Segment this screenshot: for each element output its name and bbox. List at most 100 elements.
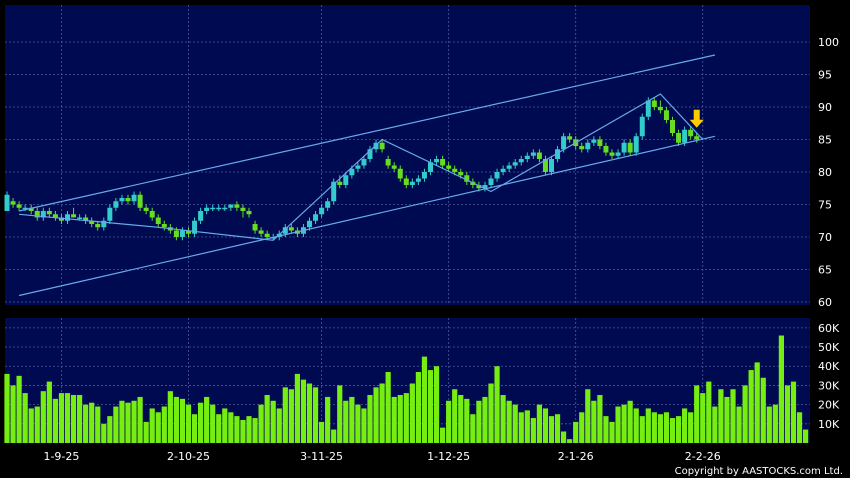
candle-body	[482, 185, 488, 189]
volume-bar	[663, 412, 670, 443]
candle-body	[246, 211, 252, 215]
volume-bar	[518, 412, 524, 443]
candle-body	[34, 211, 40, 218]
volume-bar	[784, 385, 791, 443]
candle-body	[58, 217, 64, 221]
price-tick-label: 90	[818, 101, 832, 114]
volume-bar	[52, 398, 58, 443]
volume-bar	[675, 416, 682, 443]
candle-body	[71, 214, 77, 218]
candle-body	[125, 198, 131, 202]
candle-body	[361, 159, 367, 166]
volume-bar	[803, 429, 809, 443]
volume-bar	[597, 395, 603, 443]
date-tick-label: 1-12-25	[427, 450, 470, 463]
volume-bar	[288, 389, 294, 443]
price-tick-label: 60	[818, 296, 832, 309]
volume-bar	[258, 404, 264, 443]
volume-bar	[476, 400, 482, 443]
candle-body	[633, 136, 639, 153]
volume-bar	[107, 416, 113, 443]
volume-bar	[373, 387, 379, 443]
date-tick-label: 2-2-26	[685, 450, 721, 463]
volume-bar	[488, 383, 494, 443]
candle-body	[391, 165, 397, 169]
candle-body	[264, 233, 270, 237]
candle-body	[179, 230, 185, 237]
volume-bar	[657, 414, 663, 443]
candle-body	[216, 207, 222, 210]
volume-bar	[536, 404, 542, 443]
volume-bar	[433, 366, 440, 443]
volume-bar	[409, 383, 415, 443]
volume-bar	[349, 396, 355, 443]
volume-bar	[70, 395, 77, 443]
volume-bar	[379, 383, 385, 443]
volume-bar	[778, 335, 784, 443]
date-tick-label: 2-10-25	[167, 450, 210, 463]
candle-body	[415, 178, 421, 182]
candle-body	[500, 168, 506, 172]
volume-bar	[579, 412, 585, 443]
candle-body	[28, 207, 34, 211]
candle-body	[367, 149, 373, 159]
volume-bar	[319, 421, 325, 443]
volume-tick-label: 60K	[818, 322, 840, 335]
volume-bar	[397, 395, 403, 443]
volume-tick-label: 40K	[818, 360, 840, 373]
volume-bar	[179, 398, 186, 443]
volume-bar	[355, 404, 361, 443]
volume-bar	[294, 373, 300, 443]
volume-bar	[742, 385, 748, 443]
volume-bar	[694, 385, 700, 443]
candle-body	[555, 149, 561, 159]
volume-bar	[191, 414, 198, 443]
volume-bar	[34, 406, 40, 443]
candle-body	[307, 220, 312, 228]
volume-bar	[561, 431, 567, 443]
candle-body	[349, 168, 355, 176]
volume-tick-label: 20K	[818, 399, 840, 412]
candle-body	[530, 152, 536, 156]
date-tick-label: 2-1-26	[558, 450, 594, 463]
price-tick-label: 100	[818, 36, 839, 49]
volume-bar	[554, 414, 561, 443]
volume-series	[4, 335, 809, 443]
volume-bar	[306, 383, 313, 443]
volume-bar	[421, 356, 428, 443]
volume-bar	[228, 412, 234, 443]
volume-bar	[300, 379, 307, 443]
volume-bar	[470, 414, 476, 443]
candle-body	[89, 220, 95, 224]
candle-body	[77, 217, 83, 219]
volume-bar	[361, 408, 367, 443]
volume-bar	[464, 398, 470, 443]
volume-tick-label: 30K	[818, 379, 840, 392]
volume-bar	[760, 377, 766, 443]
candle-body	[561, 136, 567, 150]
volume-bar	[796, 412, 803, 443]
candle-body	[688, 129, 694, 137]
signal-arrow	[689, 109, 704, 128]
volume-bar	[524, 410, 530, 443]
volume-bar	[4, 373, 10, 443]
candle-body	[645, 100, 651, 117]
candle-body	[101, 220, 107, 228]
candle-body	[676, 133, 682, 143]
candle-body	[657, 107, 663, 111]
channel-lower-line	[18, 135, 716, 297]
candle-body	[222, 207, 228, 210]
volume-bar	[391, 396, 397, 443]
volume-bar	[512, 404, 518, 443]
volume-bar	[682, 408, 688, 443]
volume-bar	[119, 400, 125, 443]
candle-body	[137, 194, 143, 208]
date-tick-label: 1-9-25	[43, 450, 79, 463]
candle-body	[83, 217, 89, 221]
volume-bar	[58, 393, 65, 443]
candle-body	[663, 110, 669, 120]
volume-bar	[95, 406, 101, 443]
volume-bar	[440, 427, 446, 443]
volume-bar	[446, 400, 452, 443]
price-tick-label: 65	[818, 264, 832, 277]
